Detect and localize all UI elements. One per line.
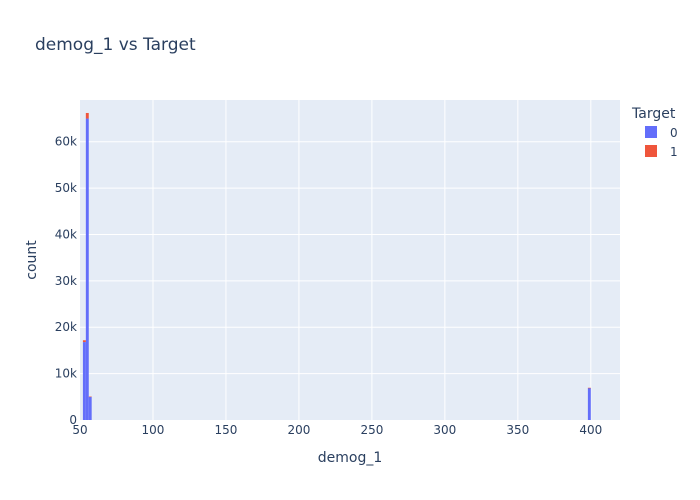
- y-tick-label: 0: [69, 413, 77, 427]
- histogram-bar-target-1: [85, 112, 89, 119]
- histogram-bar-target-1: [82, 340, 86, 343]
- x-tick-label: 100: [142, 423, 165, 437]
- histogram-bar-target-0: [85, 118, 89, 421]
- legend-swatch-1[interactable]: [645, 145, 657, 157]
- x-tick-label: 250: [360, 423, 383, 437]
- legend-label-1[interactable]: 1: [670, 145, 678, 159]
- legend: Target 01: [631, 106, 678, 159]
- histogram-bar-target-1: [587, 387, 591, 389]
- histogram-bar-target-1: [88, 396, 92, 398]
- chart-title: demog_1 vs Target: [35, 35, 196, 55]
- y-tick-label: 40k: [55, 227, 77, 241]
- x-axis-ticks: 50 100 150 200 250 300 350 400: [72, 423, 602, 437]
- x-tick-label: 350: [506, 423, 529, 437]
- legend-items: 01: [645, 126, 678, 159]
- gridlines: [80, 100, 620, 420]
- y-tick-label: 10k: [55, 367, 77, 381]
- y-tick-label: 60k: [55, 135, 77, 149]
- x-tick-label: 400: [579, 423, 602, 437]
- histogram-bar-target-0: [82, 342, 86, 420]
- x-tick-label: 200: [287, 423, 310, 437]
- x-tick-label: 50: [72, 423, 87, 437]
- legend-swatch-0[interactable]: [645, 126, 657, 138]
- y-axis-title: count: [24, 240, 40, 280]
- y-tick-label: 30k: [55, 274, 77, 288]
- y-tick-label: 50k: [55, 181, 77, 195]
- y-axis-ticks: 0 10k 20k 30k 40k 50k 60k: [55, 135, 77, 427]
- x-tick-label: 300: [433, 423, 456, 437]
- histogram-bar-target-0: [587, 388, 591, 420]
- x-axis-title: demog_1: [318, 450, 383, 466]
- x-tick-label: 150: [214, 423, 237, 437]
- bars: [82, 112, 591, 421]
- y-tick-label: 20k: [55, 320, 77, 334]
- histogram-bar-target-0: [88, 396, 92, 420]
- legend-label-0[interactable]: 0: [670, 126, 678, 140]
- plot-area: [80, 100, 620, 420]
- legend-title: Target: [631, 106, 676, 122]
